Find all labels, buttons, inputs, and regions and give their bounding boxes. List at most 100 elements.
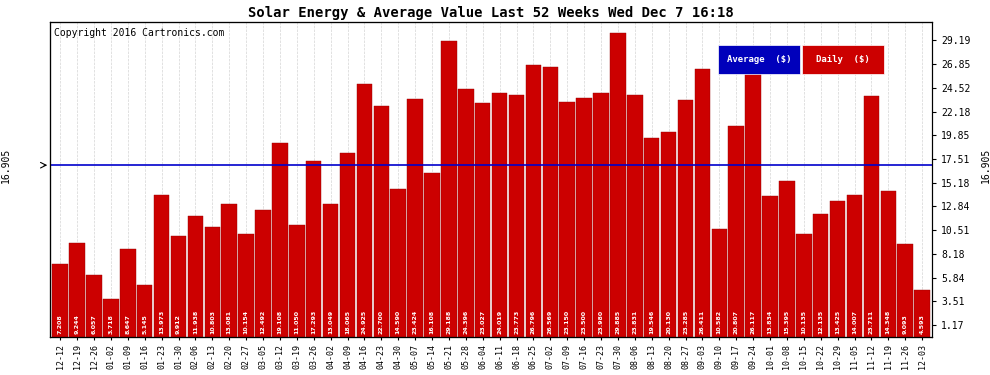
Text: 24.396: 24.396 (463, 309, 468, 334)
Text: 13.081: 13.081 (227, 310, 232, 334)
Text: 10.154: 10.154 (244, 310, 248, 334)
Text: 23.150: 23.150 (564, 310, 569, 334)
Text: 26.411: 26.411 (700, 309, 705, 334)
Bar (153, 195, 169, 337)
Text: 11.938: 11.938 (193, 309, 198, 334)
Bar (492, 93, 508, 337)
Bar (559, 102, 575, 337)
Text: 23.980: 23.980 (599, 310, 604, 334)
Bar (695, 69, 710, 337)
Bar (289, 225, 305, 337)
Text: 4.593: 4.593 (920, 314, 925, 334)
Text: 26.117: 26.117 (750, 309, 755, 334)
Text: 20.807: 20.807 (734, 310, 739, 334)
Text: Average  ($): Average ($) (727, 55, 791, 64)
Text: 10.803: 10.803 (210, 310, 215, 334)
Bar (475, 103, 490, 337)
Bar (69, 243, 85, 337)
Bar (425, 173, 440, 337)
Bar (796, 234, 812, 337)
Text: 13.973: 13.973 (159, 309, 164, 334)
Text: 17.293: 17.293 (311, 309, 316, 334)
Bar (576, 98, 592, 337)
Text: 9.093: 9.093 (903, 314, 908, 334)
Bar (407, 99, 423, 337)
Text: 23.831: 23.831 (633, 309, 638, 334)
Bar (239, 234, 253, 337)
Text: 3.718: 3.718 (109, 314, 114, 334)
Bar (712, 230, 727, 337)
Bar (306, 161, 322, 337)
Text: 5.145: 5.145 (143, 314, 148, 334)
Text: 23.711: 23.711 (869, 309, 874, 334)
Bar (830, 201, 845, 337)
Text: 6.057: 6.057 (91, 314, 96, 334)
Bar (509, 96, 525, 337)
Text: 7.208: 7.208 (57, 314, 62, 334)
Bar (170, 236, 186, 337)
Text: 10.582: 10.582 (717, 310, 722, 334)
Text: 18.065: 18.065 (346, 310, 350, 334)
Text: 9.912: 9.912 (176, 314, 181, 334)
Bar (813, 214, 829, 337)
Text: 16.108: 16.108 (430, 310, 435, 334)
Text: 19.546: 19.546 (649, 309, 654, 334)
Bar (779, 180, 795, 337)
Bar (593, 93, 609, 337)
Text: 29.885: 29.885 (616, 309, 621, 334)
Text: 12.135: 12.135 (818, 309, 824, 334)
Text: 10.135: 10.135 (801, 310, 806, 334)
Bar (627, 95, 643, 337)
Text: 20.130: 20.130 (666, 310, 671, 334)
Text: 9.244: 9.244 (74, 314, 79, 334)
Text: 13.425: 13.425 (836, 309, 841, 334)
FancyBboxPatch shape (802, 45, 884, 74)
Text: 26.569: 26.569 (547, 309, 552, 334)
Bar (458, 89, 473, 337)
Text: 11.050: 11.050 (294, 310, 299, 334)
Text: 14.590: 14.590 (396, 310, 401, 334)
Bar (120, 249, 136, 337)
Bar (897, 244, 913, 337)
Bar (86, 275, 102, 337)
Bar (356, 84, 372, 337)
Bar (390, 189, 406, 337)
Bar (846, 195, 862, 337)
Text: 23.424: 23.424 (413, 309, 418, 334)
Text: 23.285: 23.285 (683, 309, 688, 334)
Bar (880, 191, 896, 337)
Text: 8.647: 8.647 (126, 314, 131, 334)
Bar (255, 210, 271, 337)
Bar (340, 153, 355, 337)
Bar (222, 204, 237, 337)
Bar (863, 96, 879, 337)
Bar (323, 204, 339, 337)
Bar (610, 33, 626, 337)
Bar (762, 196, 778, 337)
Bar (52, 264, 68, 337)
Bar (745, 72, 761, 337)
Bar (915, 290, 930, 337)
Text: 29.188: 29.188 (446, 309, 451, 334)
Bar (442, 40, 456, 337)
Text: 16.905: 16.905 (0, 148, 10, 183)
Bar (661, 132, 676, 337)
Text: Copyright 2016 Cartronics.com: Copyright 2016 Cartronics.com (54, 28, 225, 38)
Bar (678, 100, 693, 337)
Text: 14.348: 14.348 (886, 309, 891, 334)
Text: 13.049: 13.049 (328, 310, 333, 334)
Bar (272, 143, 288, 337)
Bar (188, 216, 203, 337)
Bar (205, 227, 220, 337)
Text: 24.019: 24.019 (497, 310, 502, 334)
Bar (729, 126, 743, 337)
Text: 26.796: 26.796 (531, 309, 536, 334)
Bar (526, 65, 542, 337)
Bar (137, 285, 152, 337)
Text: 22.700: 22.700 (379, 310, 384, 334)
Text: 23.027: 23.027 (480, 310, 485, 334)
Title: Solar Energy & Average Value Last 52 Weeks Wed Dec 7 16:18: Solar Energy & Average Value Last 52 Wee… (248, 6, 734, 20)
Text: 13.834: 13.834 (767, 309, 772, 334)
Text: 19.108: 19.108 (277, 310, 282, 334)
Text: 14.007: 14.007 (852, 310, 857, 334)
